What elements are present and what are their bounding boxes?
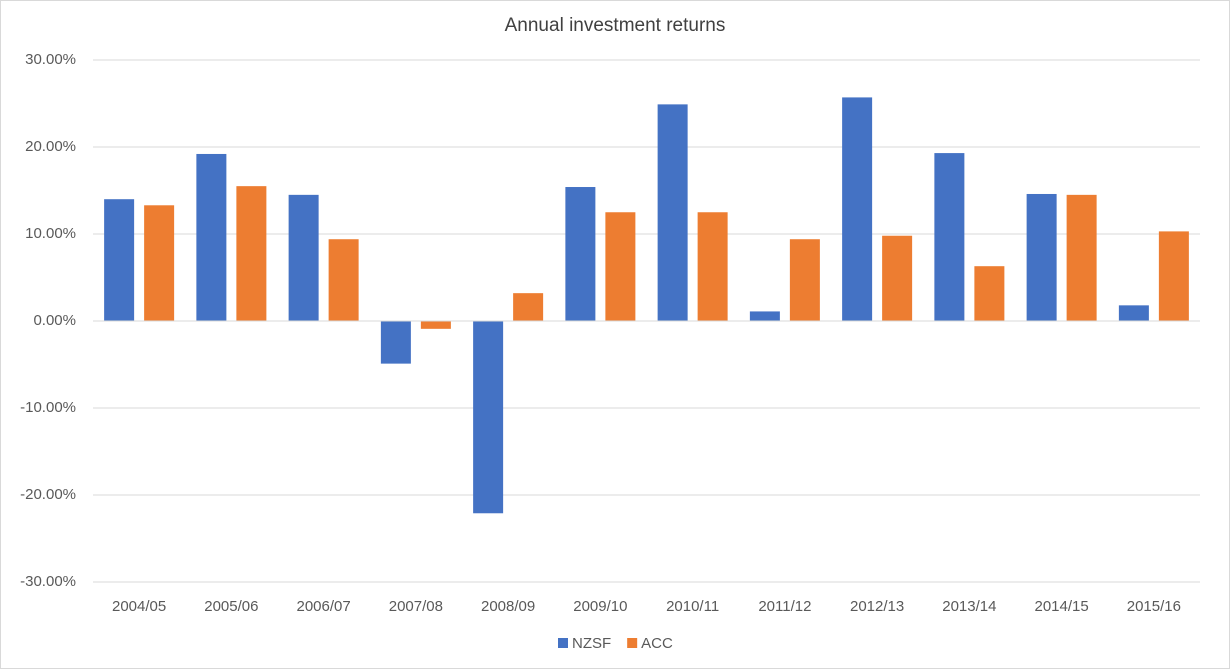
bar: [789, 239, 820, 321]
legend-label: NZSF: [572, 635, 611, 652]
y-tick-label: 30.00%: [25, 51, 76, 68]
bar: [513, 293, 544, 321]
x-tick-label: 2011/12: [758, 598, 811, 615]
x-tick-label: 2014/15: [1035, 598, 1089, 615]
x-tick-label: 2005/06: [204, 598, 258, 615]
y-tick-label: 0.00%: [33, 312, 76, 329]
bar: [1026, 193, 1057, 321]
bar: [104, 199, 135, 321]
y-tick-label: -10.00%: [20, 399, 76, 416]
chart-title: Annual investment returns: [505, 15, 726, 36]
bar: [328, 239, 359, 321]
x-tick-label: 2007/08: [389, 598, 443, 615]
bar: [288, 194, 319, 321]
bar: [565, 187, 596, 321]
bar: [749, 311, 780, 321]
bar: [196, 153, 227, 321]
bar: [144, 205, 175, 321]
y-tick-label: 10.00%: [25, 225, 76, 242]
x-tick-label: 2013/14: [942, 598, 996, 615]
bar: [1158, 231, 1189, 321]
bar: [236, 186, 267, 321]
y-tick-label: 20.00%: [25, 138, 76, 155]
bar: [934, 153, 965, 321]
bar: [697, 212, 728, 321]
bar: [420, 321, 451, 329]
x-tick-label: 2015/16: [1127, 598, 1181, 615]
bar: [657, 104, 688, 322]
x-tick-label: 2012/13: [850, 598, 904, 615]
bar: [1066, 194, 1097, 321]
bar: [974, 266, 1005, 321]
x-tick-label: 2010/11: [666, 598, 719, 615]
x-tick-label: 2009/10: [573, 598, 627, 615]
y-tick-label: -30.00%: [20, 573, 76, 590]
bar: [473, 321, 504, 514]
bar: [842, 97, 873, 321]
x-tick-label: 2004/05: [112, 598, 166, 615]
legend-swatch: [627, 638, 638, 648]
x-tick-label: 2008/09: [481, 598, 535, 615]
legend-swatch: [558, 638, 568, 648]
bar: [1118, 305, 1149, 321]
bar: [605, 212, 636, 321]
bar: [882, 235, 913, 321]
bar: [380, 321, 411, 364]
legend-label: ACC: [641, 635, 673, 652]
y-tick-label: -20.00%: [20, 486, 76, 503]
x-tick-label: 2006/07: [297, 598, 351, 615]
